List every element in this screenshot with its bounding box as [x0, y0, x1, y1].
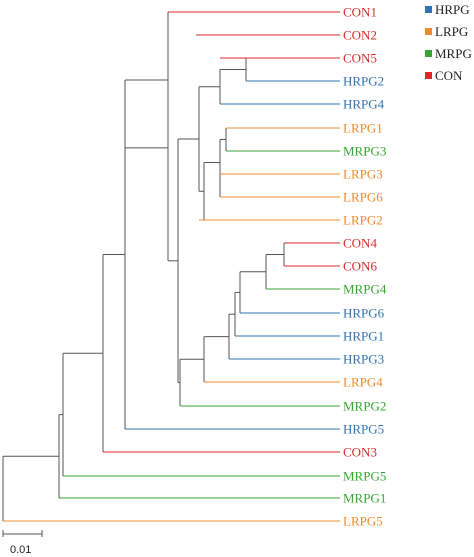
leaf-label-con4: CON4	[343, 236, 377, 251]
legend-swatch-mrpg	[425, 50, 432, 57]
leaf-label-lrpg2: LRPG2	[343, 213, 383, 228]
legend-label-mrpg: MRPG	[435, 46, 472, 61]
leaf-label-lrpg1: LRPG1	[343, 121, 383, 136]
leaf-label-con2: CON2	[343, 28, 377, 43]
leaf-label-hrpg4: HRPG4	[343, 97, 385, 112]
legend-label-hrpg: HRPG	[435, 2, 470, 17]
leaf-label-mrpg3: MRPG3	[343, 144, 386, 159]
leaf-label-mrpg4: MRPG4	[343, 282, 387, 297]
leaf-label-mrpg5: MRPG5	[343, 469, 386, 484]
leaf-label-lrpg6: LRPG6	[343, 190, 383, 205]
legend: HRPG LRPG MRPG CON	[425, 2, 472, 83]
leaf-label-hrpg5: HRPG5	[343, 422, 384, 437]
leaf-label-hrpg6: HRPG6	[343, 306, 385, 321]
leaf-label-mrpg2: MRPG2	[343, 399, 386, 414]
leaf-label-con6: CON6	[343, 259, 377, 274]
leaf-label-hrpg2: HRPG2	[343, 74, 384, 89]
leaf-label-con3: CON3	[343, 445, 377, 460]
leaf-label-lrpg3: LRPG3	[343, 167, 383, 182]
leaf-label-hrpg3: HRPG3	[343, 352, 384, 367]
tip-branches	[3, 11, 340, 522]
leaf-labels: CON1 CON2 CON5 HRPG2 HRPG4 LRPG1 MRPG3 LRPG3 LRP…	[343, 5, 387, 529]
legend-swatch-con	[425, 72, 432, 79]
leaf-label-con1: CON1	[343, 5, 377, 20]
legend-label-lrpg: LRPG	[435, 24, 468, 39]
legend-label-con: CON	[435, 68, 463, 83]
leaf-label-lrpg4: LRPG4	[343, 375, 383, 390]
scale-bar-label: 0.01	[10, 544, 31, 556]
scale-bar: 0.01	[2, 530, 43, 556]
leaf-label-lrpg5: LRPG5	[343, 514, 383, 529]
leaf-label-hrpg1: HRPG1	[343, 329, 384, 344]
legend-swatch-hrpg	[425, 6, 432, 13]
leaf-label-con5: CON5	[343, 51, 377, 66]
tree-branches	[2, 12, 285, 521]
legend-swatch-lrpg	[425, 28, 432, 35]
leaf-label-mrpg1: MRPG1	[343, 491, 386, 506]
